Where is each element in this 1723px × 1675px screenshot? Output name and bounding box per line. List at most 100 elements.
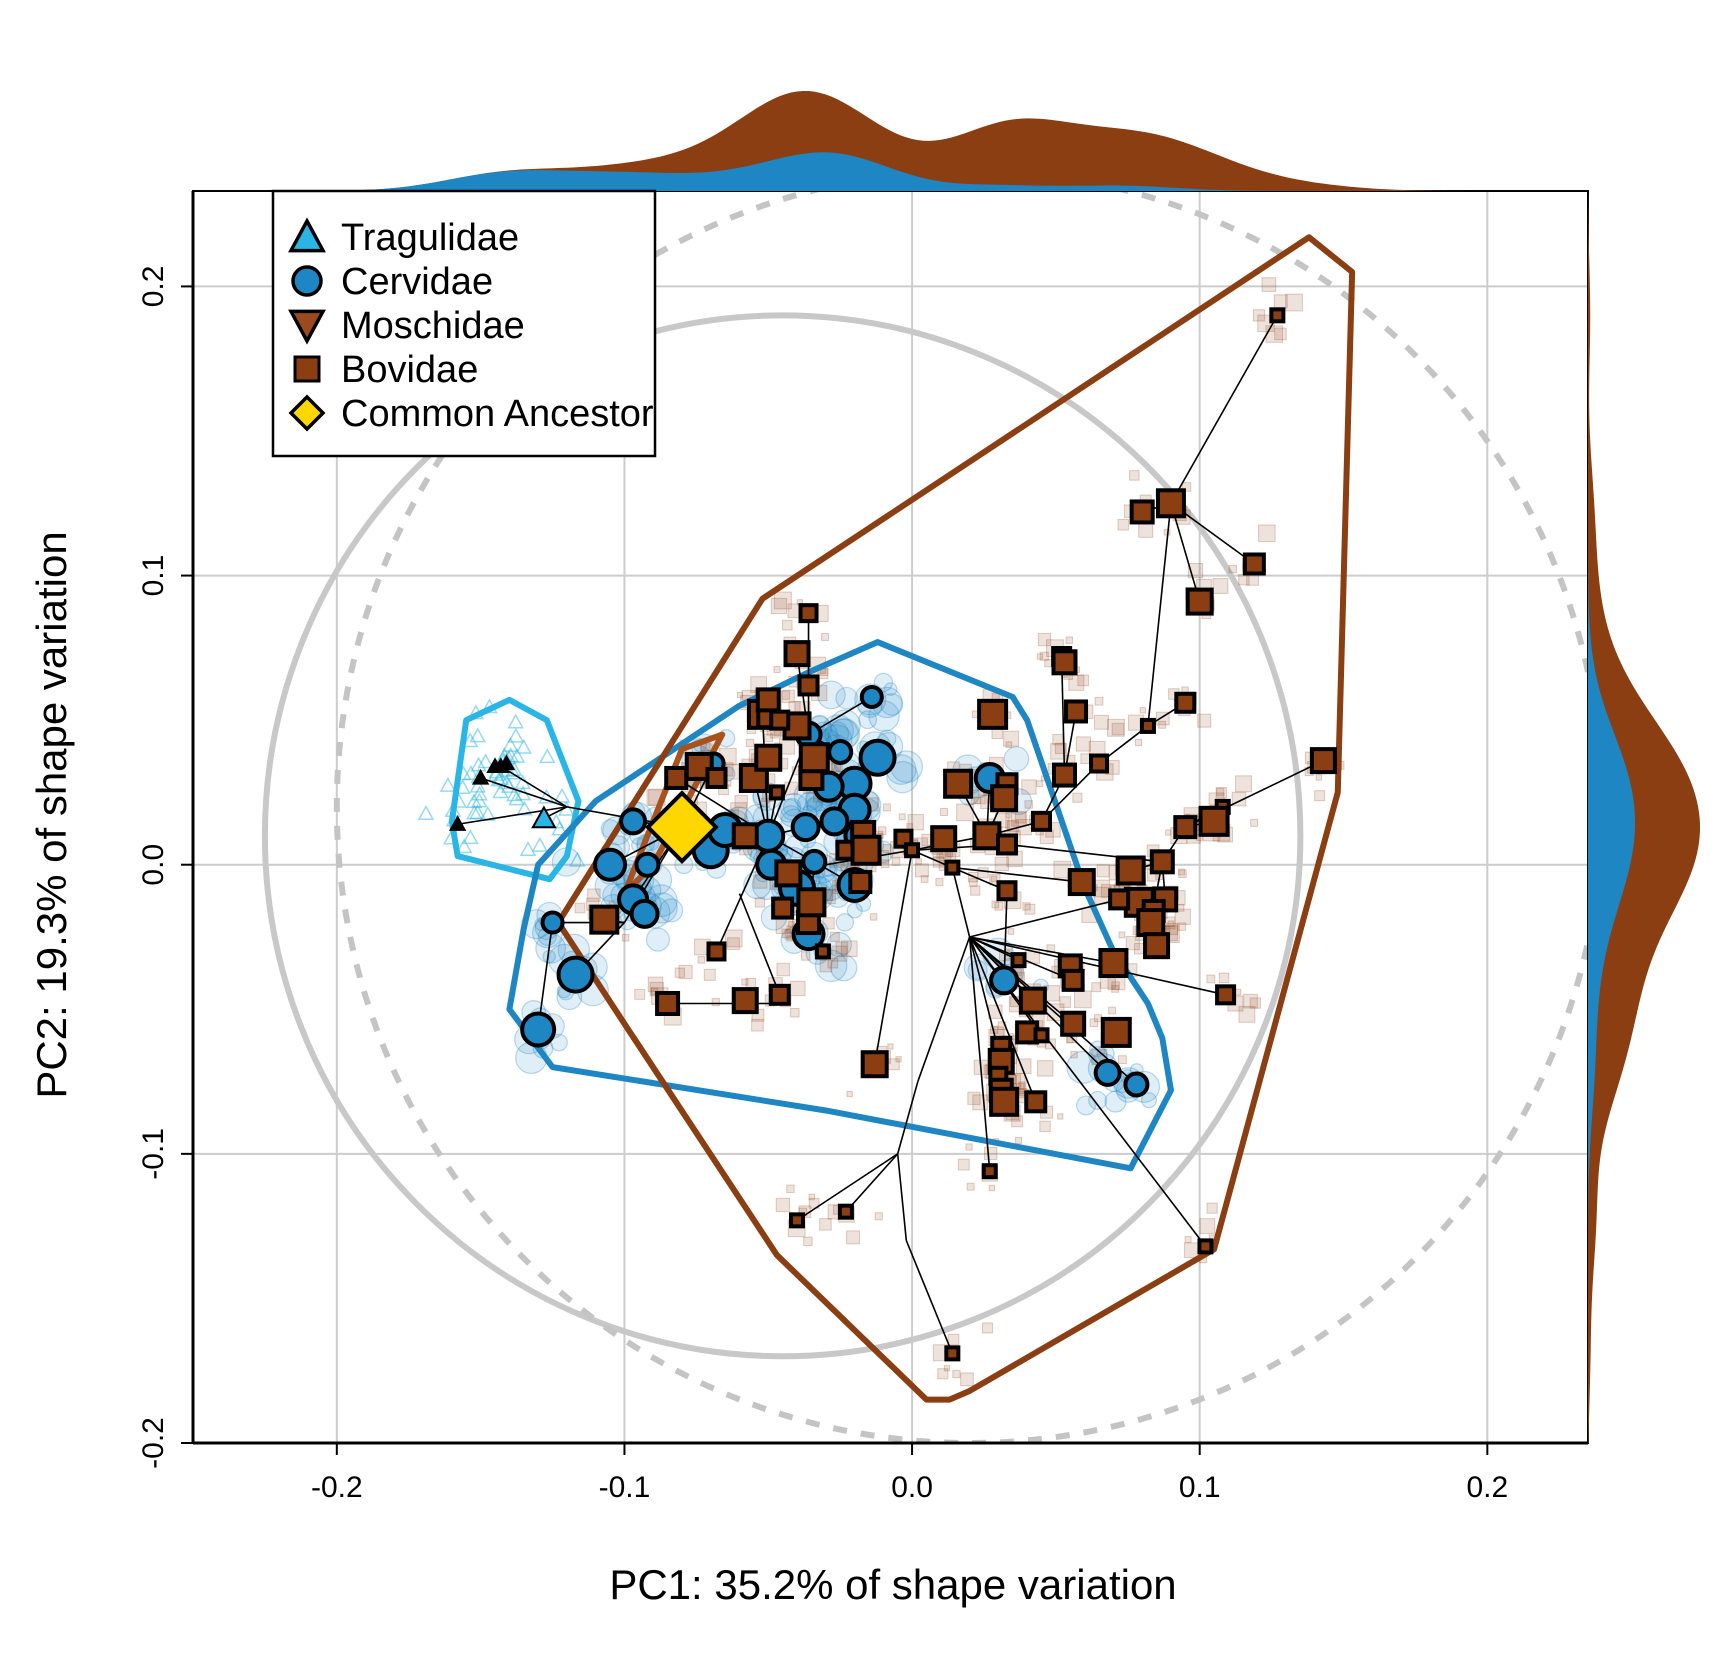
bovidae-sample	[760, 797, 771, 808]
bovidae-point	[1033, 1027, 1050, 1044]
bovidae-point	[798, 742, 830, 774]
cervidae-sample	[645, 927, 671, 952]
bovidae-point	[996, 880, 1018, 902]
bovidae-sample	[1206, 1202, 1218, 1214]
bovidae-sample	[1011, 810, 1027, 827]
tragulidae-sample	[531, 837, 549, 852]
legend-label: Moschidae	[341, 305, 525, 347]
bovidae-sample	[990, 875, 998, 883]
bovidae-sample	[991, 900, 1000, 909]
phylogeny-edge	[969, 936, 1114, 964]
reference-circle-solid	[261, 312, 1304, 1360]
bovidae-sample	[960, 1372, 974, 1387]
bovidae-sample	[764, 733, 774, 743]
tragulidae-sample	[516, 800, 533, 816]
bovidae-sample	[1252, 309, 1266, 322]
bovidae-point	[1215, 984, 1237, 1006]
bovidae-point	[1051, 649, 1078, 676]
bovidae-point	[1067, 868, 1096, 897]
bovidae-point	[783, 640, 811, 668]
bovidae-sample	[1070, 1050, 1078, 1059]
bovidae-sample	[775, 1197, 791, 1213]
bovidae-point	[989, 1086, 1020, 1117]
bovidae-sample	[1094, 714, 1109, 730]
tragulidae-point	[448, 815, 467, 831]
bovidae-point	[706, 941, 727, 962]
bovidae-sample	[1075, 736, 1092, 752]
bovidae-sample	[968, 878, 978, 887]
bovidae-point	[944, 859, 961, 876]
phylogeny-edge	[480, 777, 568, 808]
bovidae-sample	[819, 959, 833, 973]
bovidae-sample	[697, 956, 706, 964]
phylogeny-edge	[917, 936, 971, 1082]
bovidae-sample	[907, 814, 924, 831]
bovidae-point	[995, 833, 1018, 856]
bovidae-sample	[835, 941, 849, 955]
tragulidae-sample	[551, 820, 568, 836]
bovidae-sample	[1068, 674, 1085, 691]
bovidae-sample	[967, 1091, 981, 1105]
legend-label: Tragulidae	[341, 217, 519, 259]
bovidae-sample	[1129, 470, 1140, 481]
bovidae-sample	[1077, 674, 1090, 687]
cervidae-sample	[1104, 1090, 1127, 1113]
bovidae-sample	[1315, 774, 1323, 781]
bovidae-sample	[1216, 787, 1225, 796]
phylogeny-edge	[969, 936, 1226, 996]
bovidae-point	[1269, 307, 1286, 324]
tragulidae-sample	[490, 771, 507, 787]
tragulidae-sample	[507, 713, 524, 729]
cervidae-point	[1093, 1058, 1122, 1087]
bovidae-point	[1129, 499, 1155, 525]
bovidae-sample	[1249, 997, 1261, 1009]
bovidae-point	[814, 943, 831, 960]
bovidae-sample	[827, 957, 839, 969]
bovidae-sample	[1139, 707, 1147, 714]
bovidae-sample	[898, 813, 906, 821]
cervidae-sample	[782, 797, 802, 817]
bovidae-sample	[781, 619, 793, 631]
bovidae-sample	[935, 878, 944, 887]
bovidae-sample	[1006, 820, 1019, 833]
bovidae-sample	[983, 1146, 998, 1161]
bovidae-sample	[1039, 830, 1054, 844]
bovidae-point	[1052, 762, 1078, 788]
bovidae-sample	[1024, 903, 1036, 915]
tragulidae-point	[531, 805, 557, 829]
bovidae-sample	[1022, 902, 1031, 911]
cervidae-point	[859, 685, 884, 710]
bovidae-point	[705, 766, 728, 789]
density-top-cervidae	[193, 152, 1586, 191]
phylogeny-edge	[1170, 314, 1279, 504]
bovidae-sample	[1039, 1120, 1051, 1133]
bovidae-sample	[790, 1008, 800, 1018]
reference-circles	[261, 191, 1588, 1443]
bovidae-sample	[887, 1058, 900, 1071]
bovidae-sample	[773, 665, 781, 674]
x-tick-label: 0.0	[891, 1471, 933, 1504]
bovidae-sample	[840, 940, 858, 958]
density-top-bovidae	[193, 91, 1586, 191]
bovidae-sample	[819, 1218, 832, 1231]
bovidae-sample	[1036, 780, 1043, 788]
bovidae-sample	[1228, 564, 1237, 574]
bovidae-hull	[555, 234, 1356, 1403]
bovidae-sample	[915, 858, 922, 865]
tragulidae-sample	[469, 727, 486, 743]
y-axis-title: PC2: 19.3% of shape variation	[28, 531, 75, 1098]
bovidae-sample	[887, 1043, 894, 1050]
phylogeny-edge	[969, 898, 1120, 938]
legend-label: Cervidae	[341, 261, 493, 303]
bovidae-point	[943, 768, 974, 799]
bovidae-sample	[727, 937, 740, 951]
bovidae-point	[1115, 855, 1146, 886]
phylogeny-edge	[969, 936, 1074, 1025]
bovidae-point	[904, 842, 921, 859]
y-tick-label: -0.1	[137, 1128, 170, 1180]
legend-box	[271, 189, 657, 458]
bovidae-point	[1031, 810, 1053, 832]
cervidae-point	[827, 738, 854, 765]
bovidae-sample	[895, 1056, 902, 1063]
bovidae-point	[1061, 968, 1085, 992]
